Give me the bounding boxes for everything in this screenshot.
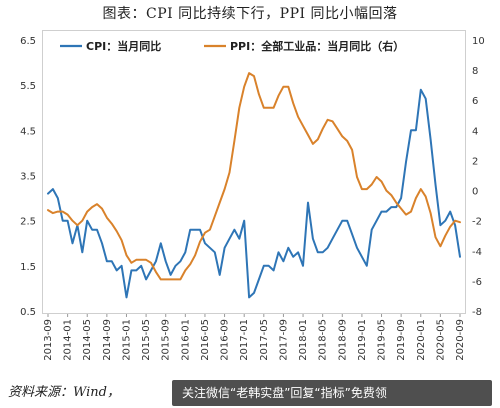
legend-label-cpi: CPI：当月同比 bbox=[86, 39, 161, 53]
left-axis-ticks: 0.5 1.5 2.5 3.5 4.5 5.5 6.5 bbox=[20, 36, 36, 318]
plot-frame bbox=[42, 30, 466, 314]
x-tick-label: 2013-09 bbox=[43, 319, 54, 361]
right-tick-label: 0 bbox=[472, 187, 478, 198]
x-tick-label: 2020-09 bbox=[455, 319, 466, 361]
right-tick-label: -4 bbox=[472, 247, 482, 258]
right-tick-label: -6 bbox=[472, 277, 482, 288]
x-tick-label: 2017-09 bbox=[278, 319, 289, 361]
x-tick-label: 2020-05 bbox=[435, 319, 446, 361]
left-tick-label: 2.5 bbox=[20, 217, 36, 228]
left-tick-label: 6.5 bbox=[20, 36, 36, 47]
x-tick-label: 2015-09 bbox=[161, 319, 172, 361]
x-tick-label: 2016-09 bbox=[220, 319, 231, 361]
x-tick-label: 2017-01 bbox=[239, 319, 250, 361]
series-line-ppi bbox=[47, 72, 461, 281]
x-tick-label: 2014-09 bbox=[102, 319, 113, 361]
right-tick-label: 2 bbox=[472, 156, 478, 167]
right-tick-label: 4 bbox=[472, 126, 478, 137]
right-tick-label: -2 bbox=[472, 217, 482, 228]
source-note: 资料来源：Wind， bbox=[8, 385, 120, 400]
x-tick-label: 2016-05 bbox=[200, 319, 211, 361]
x-axis-ticks: 2013-09 2014-01 2014-05 2014-09 2015-01 2015-… bbox=[43, 314, 466, 361]
right-tick-label: 8 bbox=[472, 66, 478, 77]
x-tick-label: 2019-01 bbox=[357, 319, 368, 361]
series-layer bbox=[47, 72, 461, 299]
x-tick-label: 2019-09 bbox=[396, 319, 407, 361]
legend-label-ppi: PPI：全部工业品：当月同比（右） bbox=[230, 39, 404, 53]
x-tick-label: 2014-01 bbox=[63, 319, 74, 361]
right-tick-label: -8 bbox=[472, 307, 482, 318]
legend: CPI：当月同比 PPI：全部工业品：当月同比（右） bbox=[60, 39, 404, 53]
left-tick-label: 1.5 bbox=[20, 262, 36, 273]
left-tick-label: 5.5 bbox=[20, 81, 36, 92]
x-tick-label: 2015-01 bbox=[121, 319, 132, 361]
x-tick-label: 2019-05 bbox=[377, 319, 388, 361]
right-tick-label: 6 bbox=[472, 96, 478, 107]
watermark-banner: 关注微信“老韩实盘”回复“指标”免费领 bbox=[172, 380, 492, 406]
x-tick-label: 2018-01 bbox=[298, 319, 309, 361]
x-tick-label: 2014-05 bbox=[82, 319, 93, 361]
x-tick-label: 2015-05 bbox=[141, 319, 152, 361]
x-tick-label: 2017-05 bbox=[259, 319, 270, 361]
x-tick-label: 2020-01 bbox=[416, 319, 427, 361]
right-tick-label: 10 bbox=[472, 36, 485, 47]
x-tick-label: 2016-01 bbox=[180, 319, 191, 361]
left-tick-label: 3.5 bbox=[20, 172, 36, 183]
right-axis-ticks: -8 -6 -4 -2 0 2 4 6 8 10 bbox=[472, 36, 485, 318]
left-tick-label: 0.5 bbox=[20, 307, 36, 318]
series-line-cpi bbox=[47, 88, 461, 299]
figure-title: 图表：CPI 同比持续下行，PPI 同比小幅回落 bbox=[102, 6, 398, 22]
x-tick-label: 2018-09 bbox=[337, 319, 348, 361]
left-tick-label: 4.5 bbox=[20, 126, 36, 137]
x-tick-label: 2018-05 bbox=[318, 319, 329, 361]
